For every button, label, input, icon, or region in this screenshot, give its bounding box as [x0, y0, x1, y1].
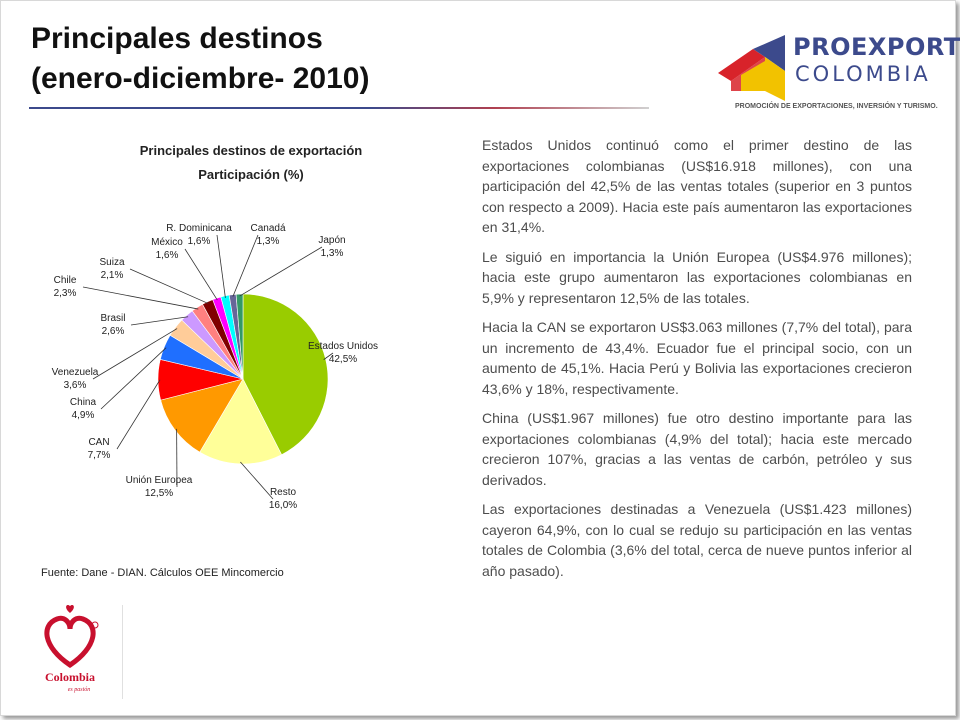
slice-label: Suiza	[99, 257, 124, 268]
logo-word-colombia: COLOMBIA	[795, 62, 931, 86]
pie-slice	[242, 293, 329, 456]
slice-value-label: 4,9%	[72, 410, 95, 421]
leader-line	[240, 461, 274, 500]
leader-line	[216, 234, 226, 298]
leader-line	[129, 268, 209, 304]
chart-title: Principales destinos de exportación	[139, 143, 363, 158]
slice-label: Estados Unidos	[308, 341, 378, 352]
chart-source: Fuente: Dane - DIAN. Cálculos OEE Mincom…	[41, 567, 284, 579]
slice-value-label: 12,5%	[145, 488, 173, 499]
body-text: Estados Unidos continuó como el primer d…	[482, 135, 912, 590]
slice-value-label: 1,3%	[257, 236, 280, 247]
leader-line	[92, 328, 178, 380]
colombia-pasion-logo: Colombia es pasión	[44, 604, 99, 693]
slice-label: Brasil	[100, 313, 125, 324]
slice-value-label: 1,3%	[321, 248, 344, 259]
leader-line	[116, 379, 161, 450]
leader-line	[130, 316, 189, 326]
slice-value-label: 2,1%	[101, 270, 124, 281]
title-divider	[29, 107, 649, 109]
paragraph: Estados Unidos continuó como el primer d…	[482, 137, 912, 235]
slice-value-label: 16,0%	[269, 500, 297, 511]
footer-divider	[122, 605, 123, 699]
slice-label: Unión Europea	[126, 475, 193, 486]
slice-value-label: 2,6%	[102, 326, 125, 337]
page-title: Principales destinos (enero-diciembre- 2…	[31, 22, 370, 95]
pie-slice	[160, 378, 244, 453]
paragraph: Hacia la CAN se exportaron US$3.063 mill…	[482, 319, 912, 397]
slice-label: Chile	[54, 275, 77, 286]
slice-label: México	[151, 237, 183, 248]
colombia-logo-tagline: es pasión	[68, 687, 91, 693]
chart-subtitle: Participación (%)	[198, 167, 304, 182]
logo-word-proexport: PROEXPORT	[793, 33, 960, 61]
leader-line	[82, 286, 199, 310]
slice-value-label: 2,3%	[54, 288, 77, 299]
pie-chart: Estados Unidos 42,5% Resto 16,0% Unión Europ…	[52, 223, 378, 511]
paragraph: China (US$1.967 millones) fue otro desti…	[482, 410, 912, 488]
leader-line	[100, 347, 167, 410]
slice-label: China	[70, 397, 97, 408]
leader-line	[184, 248, 218, 301]
colombia-logo-word: Colombia	[45, 670, 95, 684]
slice-label: Resto	[270, 487, 297, 498]
slice-value-label: 1,6%	[156, 250, 179, 261]
logo-tagline: PROMOCIÓN DE EXPORTACIONES, INVERSIÓN Y …	[735, 103, 938, 110]
slice-value-label: 7,7%	[88, 450, 111, 461]
slice-label: R. Dominicana	[166, 223, 232, 234]
leader-line	[239, 246, 323, 297]
slice-value-label: 42,5%	[329, 354, 357, 365]
pie-slice	[199, 378, 282, 465]
slice-label: Venezuela	[52, 367, 99, 378]
proexport-logo-mark	[718, 35, 785, 101]
slice-label: Canadá	[250, 223, 285, 234]
slice-label: Japón	[318, 235, 345, 246]
proexport-logo: PROEXPORT COLOMBIA PROMOCIÓN DE EXPORTAC…	[713, 31, 960, 121]
paragraph: Las exportaciones destinadas a Venezuela…	[482, 501, 912, 579]
slice-label: CAN	[88, 437, 109, 448]
slice-value-label: 1,6%	[188, 236, 211, 247]
leader-line	[323, 352, 334, 360]
leader-line	[232, 234, 259, 297]
paragraph: Le siguió en importancia la Unión Europe…	[482, 248, 912, 306]
slice-value-label: 3,6%	[64, 380, 87, 391]
